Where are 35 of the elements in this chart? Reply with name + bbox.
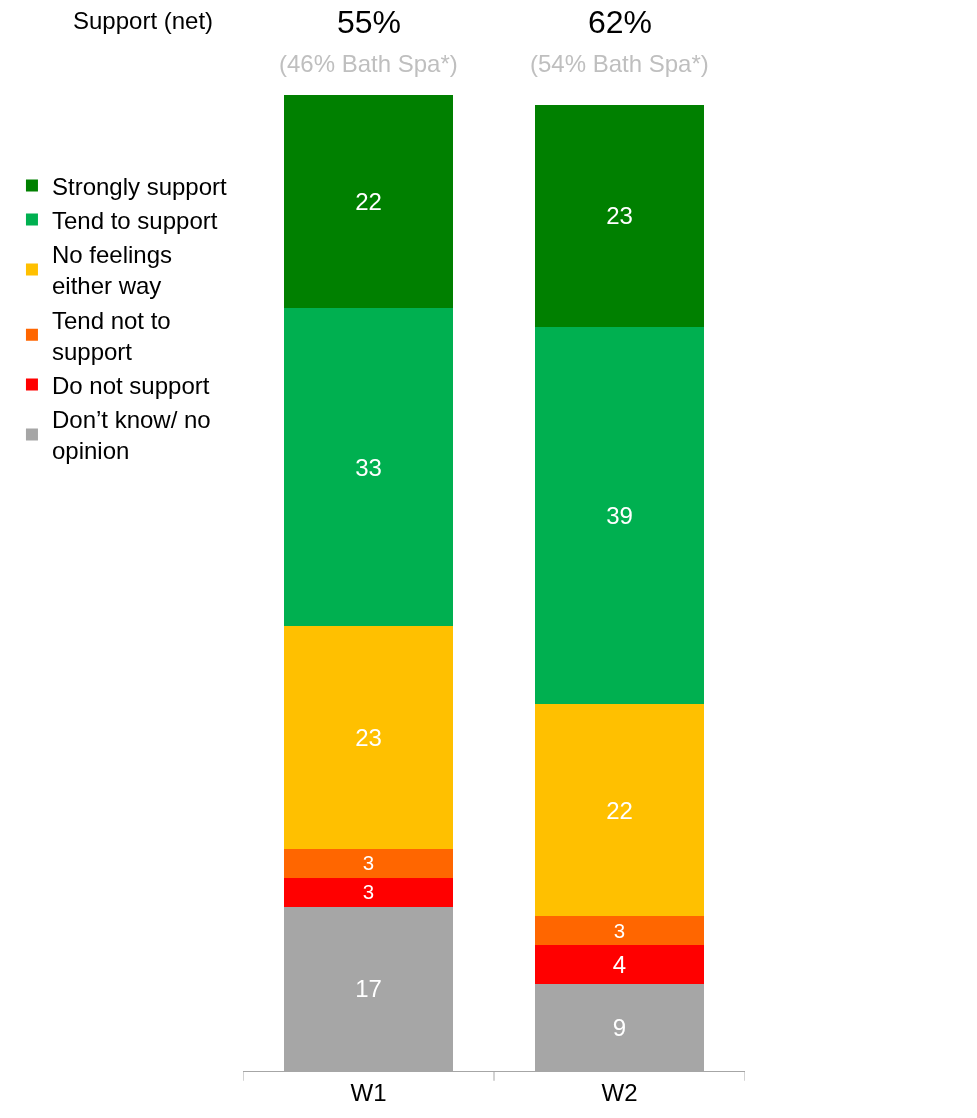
- bar: [535, 916, 704, 946]
- legend-label: Strongly support: [51, 172, 228, 200]
- data-label: 3: [362, 881, 375, 904]
- bar: [284, 626, 453, 849]
- data-label: 22: [606, 796, 633, 824]
- data-label: 3: [613, 920, 626, 943]
- data-label: 33: [355, 453, 382, 481]
- legend-label: Tend to support: [51, 206, 218, 234]
- bar: [284, 877, 453, 907]
- bar: [284, 95, 453, 308]
- text: Support (net): [73, 7, 214, 34]
- legend-label: No feelings either way: [51, 241, 173, 300]
- data-label: 3: [362, 852, 375, 875]
- bar: [535, 945, 704, 985]
- x-tick-label: W1: [350, 1078, 387, 1106]
- legend-label: Tend not to support: [51, 306, 171, 365]
- data-label: 4: [612, 951, 627, 979]
- text: (54% Bath Spa*): [530, 50, 709, 77]
- bar: [284, 848, 453, 878]
- x-tick-label: W2: [601, 1078, 638, 1106]
- bar: [535, 703, 704, 917]
- text: (46% Bath Spa*): [279, 50, 458, 77]
- bar: [284, 307, 453, 627]
- data-label: 17: [355, 975, 382, 1003]
- text: 62%: [588, 4, 653, 40]
- data-label: 23: [606, 202, 633, 230]
- text: 55%: [337, 4, 402, 40]
- legend-label: Do not support: [51, 371, 210, 399]
- bar: [535, 104, 704, 327]
- data-label: 23: [355, 724, 382, 752]
- data-label: 22: [355, 187, 382, 215]
- data-label: 39: [606, 501, 633, 529]
- bar: [535, 326, 704, 704]
- data-label: 9: [612, 1014, 627, 1042]
- legend-label: Don’t know/ no opinion: [51, 406, 211, 465]
